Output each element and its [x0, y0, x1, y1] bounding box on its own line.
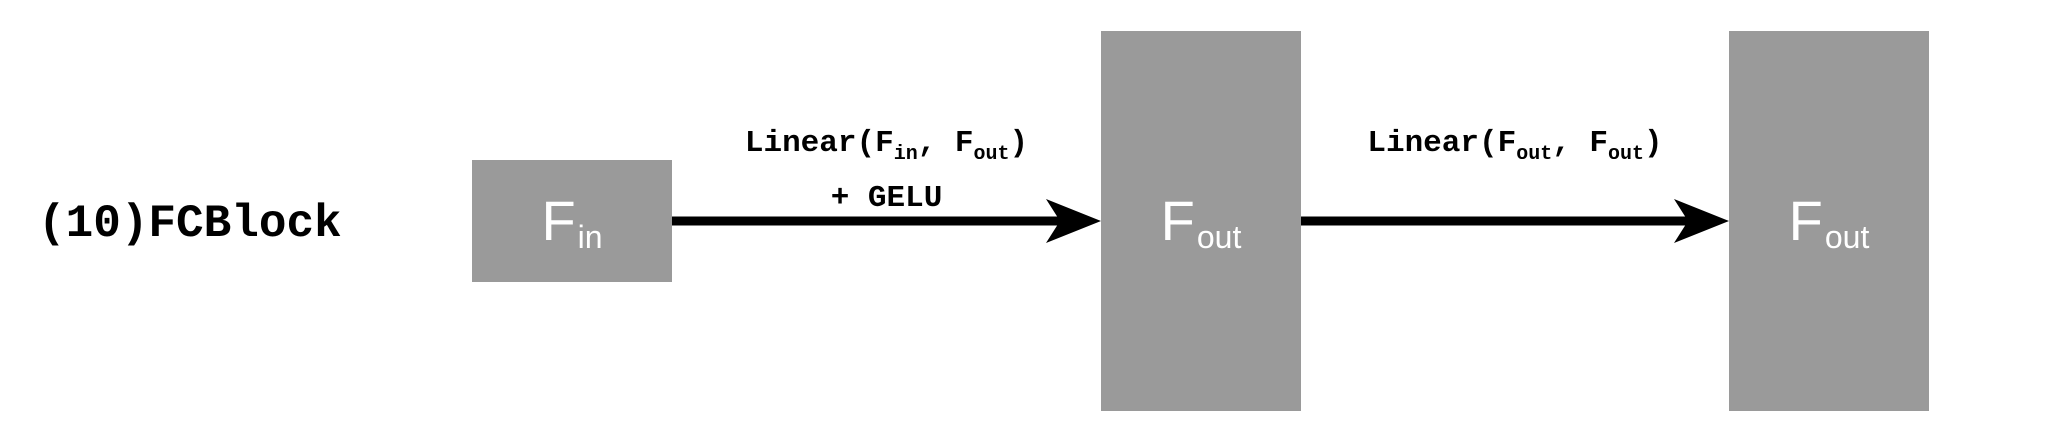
- edge-label-2-func: Linear(F: [1367, 126, 1517, 161]
- edge-label-2-close: ): [1644, 126, 1663, 161]
- hidden-feature-subscript: out: [1196, 218, 1242, 255]
- edge-label-1: Linear(Fin, Fout) + GELU: [672, 122, 1101, 221]
- input-feature-subscript: in: [577, 218, 603, 255]
- arrow-2-head: [1674, 199, 1729, 243]
- edge-label-2-arg2-subscript: out: [1608, 143, 1645, 166]
- edge-label-2-separator: , F: [1552, 126, 1609, 161]
- block-title: (10)FCBlock: [38, 198, 342, 250]
- edge-label-2-arg1-subscript: out: [1516, 143, 1553, 166]
- edge-label-2: Linear(Fout, Fout): [1301, 122, 1729, 177]
- edge-label-1-arg2-subscript: out: [973, 143, 1010, 166]
- arrow-1-head: [1046, 199, 1101, 243]
- arrow-1: [672, 199, 1101, 243]
- edge-label-1-close: ): [1009, 126, 1029, 161]
- edge-label-1-arg1-subscript: in: [893, 143, 918, 166]
- arrow-2: [1301, 199, 1729, 243]
- edge-label-1-separator: , F: [917, 126, 974, 161]
- edge-label-1-func: Linear(F: [744, 126, 894, 161]
- edge-label-1-formula: Linear(Fin, Fout): [672, 122, 1101, 177]
- edge-label-1-activation: + GELU: [830, 181, 943, 216]
- edge-label-2-formula: Linear(Fout, Fout): [1301, 122, 1729, 177]
- hidden-feature-symbol: F: [1160, 189, 1195, 252]
- output-feature-symbol: F: [1788, 189, 1823, 252]
- output-feature-subscript: out: [1824, 218, 1870, 255]
- input-feature-symbol: F: [541, 189, 576, 252]
